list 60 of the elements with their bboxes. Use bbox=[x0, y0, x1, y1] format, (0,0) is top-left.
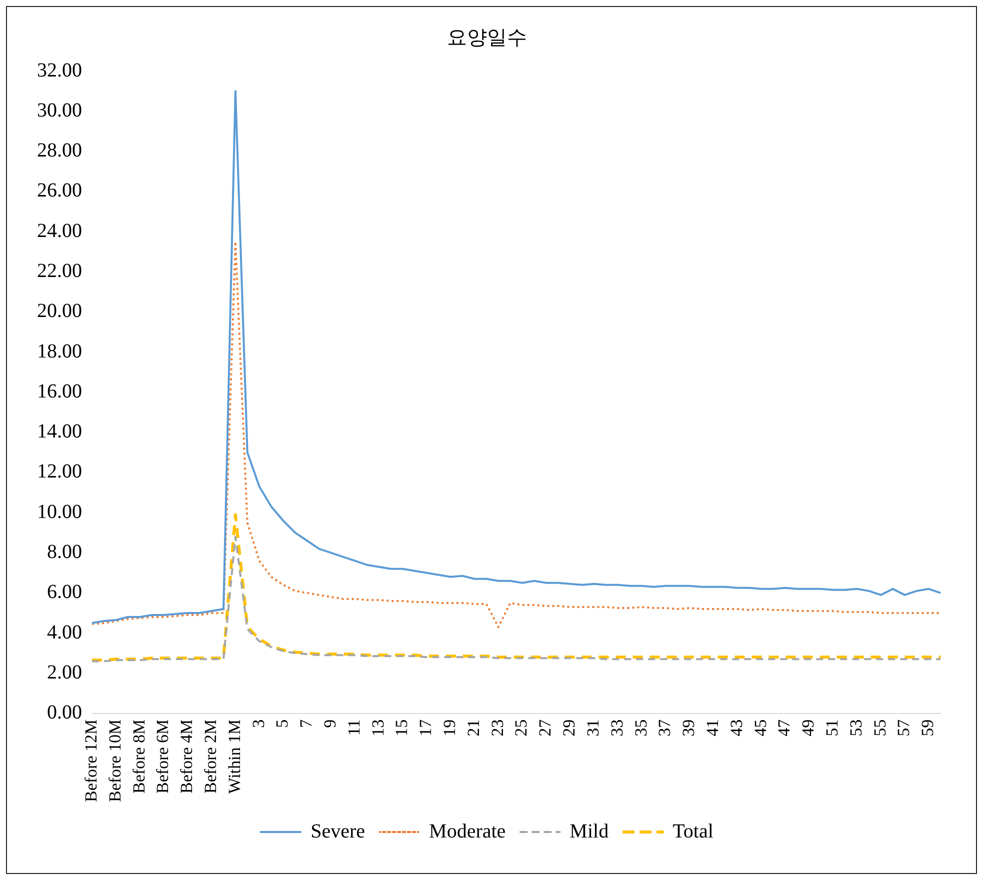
x-tick-label: 3 bbox=[248, 719, 268, 728]
x-tick-label: 49 bbox=[798, 719, 818, 736]
x-tick-label: 15 bbox=[392, 719, 412, 736]
x-tick-label: 17 bbox=[416, 718, 436, 736]
y-tick-label: 10.00 bbox=[37, 500, 82, 523]
x-tick-label: 43 bbox=[726, 719, 746, 736]
x-tick-label: 31 bbox=[583, 719, 602, 736]
y-tick-label: 30.00 bbox=[37, 99, 82, 122]
x-tick-label: Before 6M bbox=[153, 719, 172, 794]
x-tick-label: 41 bbox=[702, 719, 722, 736]
y-tick-label: 2.00 bbox=[47, 661, 82, 684]
chart-title: 요양일수 bbox=[447, 25, 527, 50]
legend-label: Moderate bbox=[429, 820, 506, 842]
x-tick-label: 7 bbox=[296, 718, 316, 728]
y-tick-label: 14.00 bbox=[37, 420, 82, 443]
x-tick-label: 45 bbox=[750, 719, 770, 736]
x-tick-label: 51 bbox=[822, 719, 842, 736]
x-tick-label: Before 10M bbox=[105, 719, 124, 802]
x-tick-label: 59 bbox=[918, 719, 938, 736]
y-tick-label: 26.00 bbox=[37, 180, 82, 202]
legend-label: Mild bbox=[570, 820, 609, 842]
x-tick-label: 11 bbox=[344, 719, 364, 736]
y-tick-label: 8.00 bbox=[47, 541, 82, 564]
y-tick-label: 16.00 bbox=[37, 380, 82, 402]
x-tick-label: 57 bbox=[894, 718, 914, 736]
x-tick-label: 37 bbox=[655, 718, 674, 736]
y-tick-label: 20.00 bbox=[37, 300, 82, 322]
x-tick-label: 21 bbox=[464, 719, 483, 736]
y-tick-label: 28.00 bbox=[37, 140, 82, 162]
x-tick-label: 39 bbox=[679, 719, 698, 736]
y-tick-label: 4.00 bbox=[47, 621, 82, 644]
y-tick-label: 32.00 bbox=[37, 59, 82, 82]
x-tick-label: Before 4M bbox=[177, 719, 196, 794]
x-tick-label: 47 bbox=[774, 718, 794, 736]
y-tick-label: 0.00 bbox=[47, 702, 82, 724]
x-tick-label: 35 bbox=[631, 719, 650, 736]
x-tick-label: 19 bbox=[440, 719, 460, 736]
x-tick-label: Before 8M bbox=[129, 719, 148, 794]
x-tick-label: 55 bbox=[870, 719, 890, 736]
x-tick-label: 13 bbox=[368, 719, 388, 736]
y-tick-label: 18.00 bbox=[37, 340, 82, 362]
line-series bbox=[91, 536, 942, 662]
y-tick-label: 22.00 bbox=[37, 260, 82, 282]
y-tick-label: 12.00 bbox=[37, 460, 82, 483]
x-tick-label: Before 12M bbox=[81, 719, 100, 802]
y-tick-label: 24.00 bbox=[37, 220, 82, 242]
x-tick-label: 27 bbox=[536, 718, 555, 736]
legend-label: Severe bbox=[310, 820, 366, 842]
x-tick-label: 53 bbox=[846, 719, 866, 736]
x-tick-label: Within 1M bbox=[224, 719, 244, 794]
x-tick-label: 25 bbox=[512, 719, 531, 736]
y-tick-label: 6.00 bbox=[47, 581, 82, 604]
x-tick-label: Before 2M bbox=[200, 719, 220, 794]
x-tick-label: 5 bbox=[272, 719, 292, 728]
x-tick-label: 9 bbox=[320, 719, 340, 728]
x-tick-label: 33 bbox=[607, 719, 626, 736]
line-series bbox=[90, 513, 942, 662]
x-tick-label: 23 bbox=[488, 719, 507, 736]
x-tick-label: 29 bbox=[560, 719, 579, 736]
legend-label: Total bbox=[672, 820, 714, 842]
